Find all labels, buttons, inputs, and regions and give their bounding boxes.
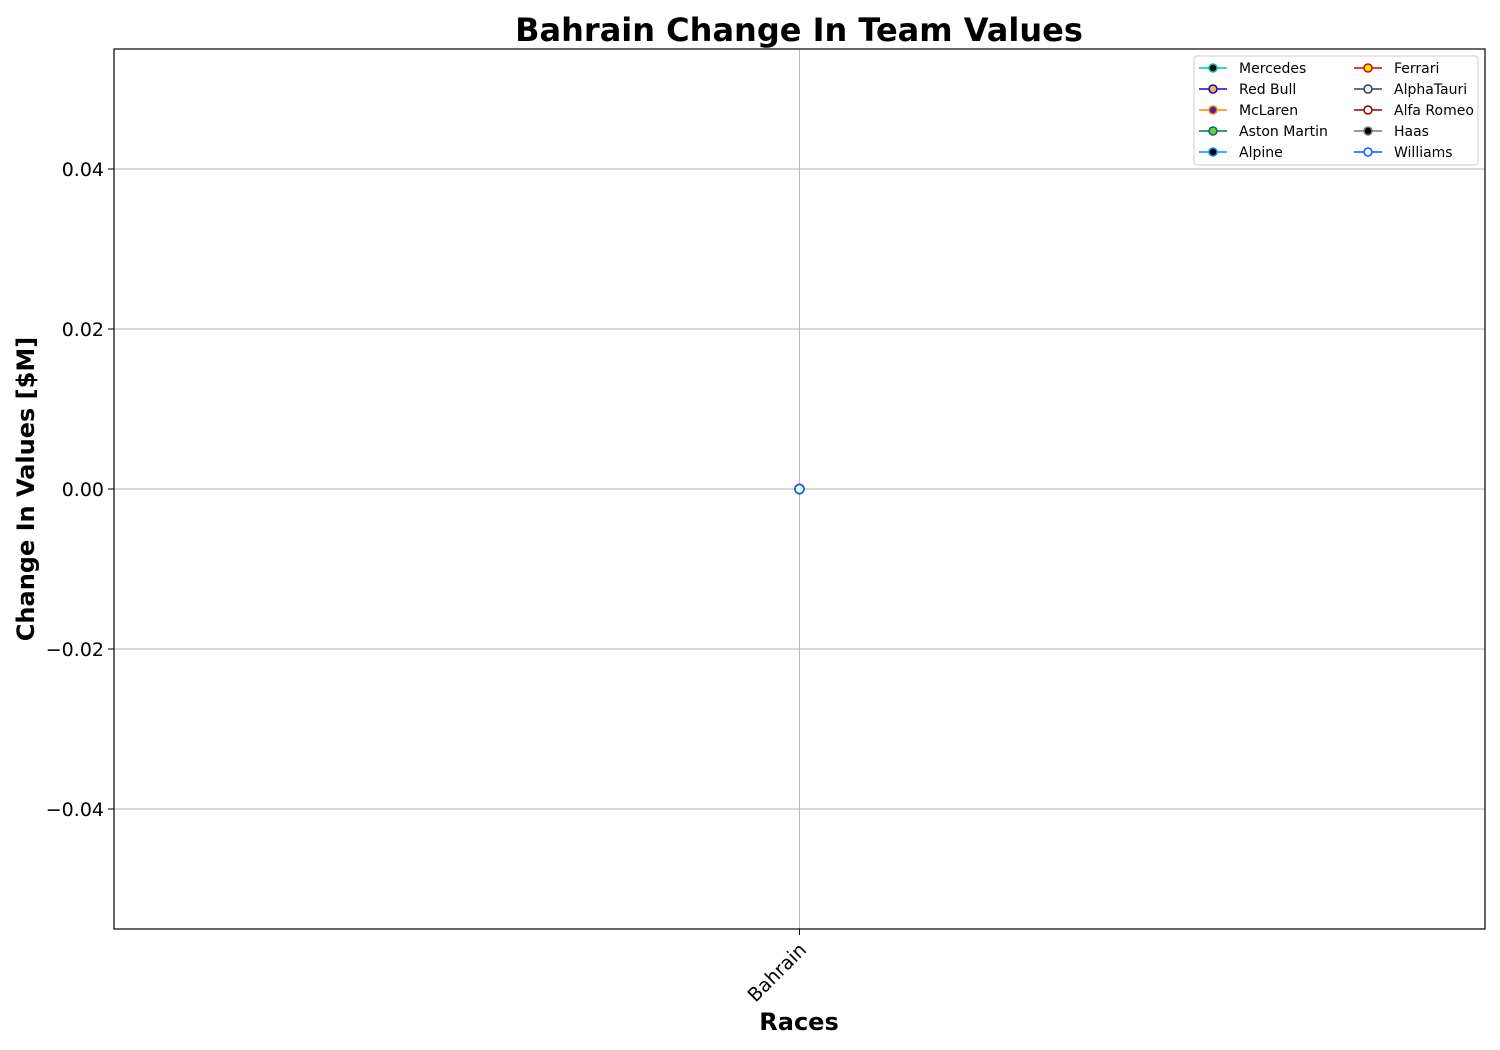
legend-item-alpine: Alpine: [1199, 145, 1283, 161]
legend: Mercedes Red Bull McLaren Aston Martin Alpin…: [1193, 55, 1479, 166]
legend-label: Alfa Romeo: [1394, 103, 1474, 119]
legend-item-williams: Williams: [1354, 145, 1453, 161]
data-point-williams: [794, 483, 805, 495]
legend-marker: [1363, 126, 1373, 136]
legend-marker: [1363, 105, 1373, 115]
legend-item-alphatauri: AlphaTauri: [1354, 82, 1467, 98]
legend-label: McLaren: [1239, 103, 1298, 119]
legend-marker: [1208, 105, 1218, 115]
y-axis-label: Change In Values [$M]: [12, 337, 40, 641]
y-tick-label: 0.04: [62, 159, 104, 181]
legend-marker: [1363, 147, 1373, 157]
legend-marker: [1208, 84, 1218, 94]
legend-label: Alpine: [1239, 145, 1283, 161]
x-tick-label: Bahrain: [744, 939, 812, 1007]
legend-marker: [1208, 147, 1218, 157]
y-tick-label: 0.02: [62, 319, 104, 341]
legend-frame: [1193, 55, 1479, 166]
legend-marker: [1208, 63, 1218, 73]
legend-label: Mercedes: [1239, 61, 1306, 77]
ticks: −0.04 −0.02 0.00 0.02 0.04 Bahrain: [46, 159, 811, 1007]
legend-item-alfa-romeo: Alfa Romeo: [1354, 103, 1474, 119]
legend-item-haas: Haas: [1354, 124, 1429, 140]
legend-label: AlphaTauri: [1394, 82, 1467, 98]
legend-label: Red Bull: [1239, 82, 1296, 98]
chart-title: Bahrain Change In Team Values: [515, 11, 1083, 49]
legend-item-aston-martin: Aston Martin: [1199, 124, 1328, 140]
y-tick-label: 0.00: [62, 479, 104, 501]
y-tick-label: −0.02: [46, 639, 104, 661]
legend-item-mercedes: Mercedes: [1199, 61, 1306, 77]
legend-item-mclaren: McLaren: [1199, 103, 1298, 119]
series-williams: [794, 483, 805, 495]
legend-item-red-bull: Red Bull: [1199, 82, 1296, 98]
legend-marker: [1363, 84, 1373, 94]
series-layer: [794, 483, 805, 495]
legend-label: Aston Martin: [1239, 124, 1328, 140]
legend-marker: [1208, 126, 1218, 136]
legend-marker: [1363, 63, 1373, 73]
legend-item-ferrari: Ferrari: [1354, 61, 1439, 77]
legend-label: Williams: [1394, 145, 1453, 161]
y-tick-label: −0.04: [46, 799, 104, 821]
legend-label: Haas: [1394, 124, 1429, 140]
x-axis-label: Races: [759, 1008, 838, 1036]
legend-label: Ferrari: [1394, 61, 1439, 77]
